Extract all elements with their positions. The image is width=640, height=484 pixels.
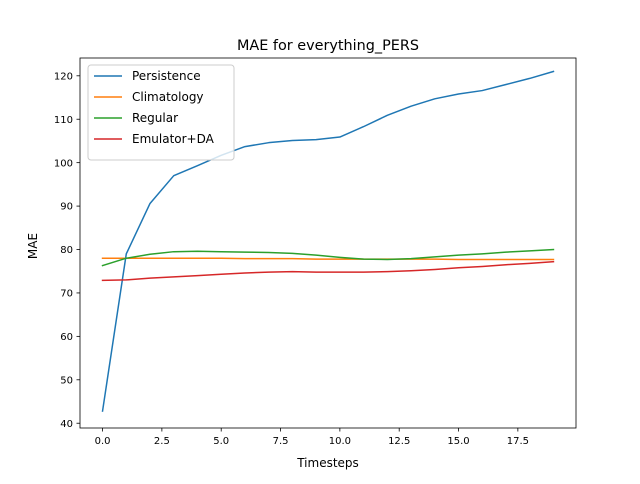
plot-lines [101,70,555,412]
x-tick-label: 12.5 [388,436,410,447]
y-tick-label: 60 [60,332,73,343]
legend: Persistence Climatology Regular Emulator+DA [87,64,235,161]
x-tick-label: 17.5 [507,436,529,447]
y-tick-label: 70 [60,289,73,300]
x-axis-label: Timesteps [296,456,359,470]
series-line-2 [101,248,555,267]
y-tick-label: 110 [54,115,73,126]
x-tick-label: 15.0 [447,436,469,447]
chart-title: MAE for everything_PERS [237,38,419,54]
series-line-3 [101,260,555,282]
y-tick-label: 90 [60,202,73,213]
y-tick-label: 50 [60,375,73,386]
legend-label-0: Persistence [132,69,201,83]
y-tick-label: 120 [54,71,73,82]
axes: 0.0 2.5 5.0 7.5 10.0 12.5 15.0 17.5 40 50 60 70 80 90… [54,57,577,447]
legend-label-1: Climatology [132,90,204,104]
legend-label-2: Regular [132,111,178,125]
x-tick-label: 0.0 [95,436,111,447]
x-tick-label: 5.0 [213,436,229,447]
legend-label-3: Emulator+DA [132,132,215,146]
x-tick-label: 2.5 [154,436,170,447]
x-tick-label: 7.5 [273,436,289,447]
series-line-0 [101,70,555,412]
plot-frame [79,57,577,429]
x-tick-label: 10.0 [329,436,351,447]
y-axis-label: MAE [26,233,40,259]
series-line-1 [101,257,555,261]
y-tick-label: 100 [54,158,73,169]
y-tick-label: 80 [60,245,73,256]
y-tick-label: 40 [60,419,73,430]
legend-box [87,64,235,161]
